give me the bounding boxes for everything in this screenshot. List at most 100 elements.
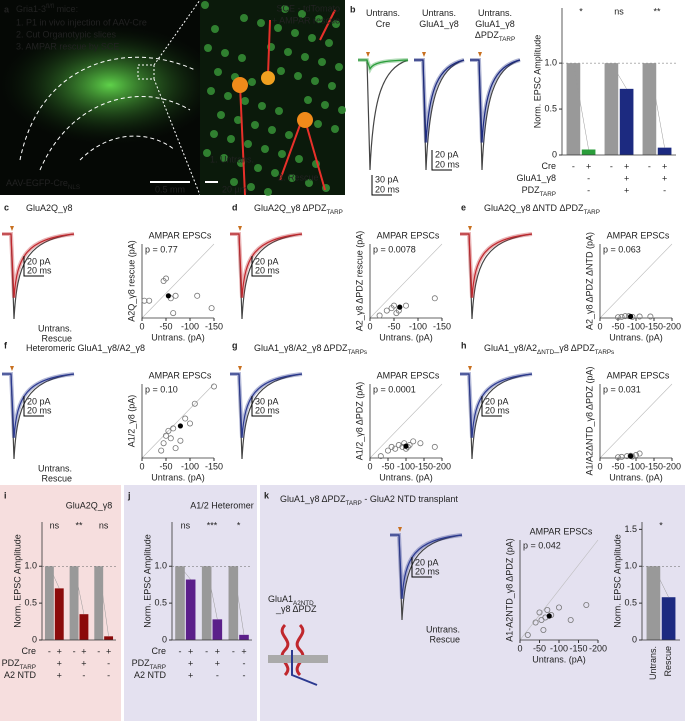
- text-part: TARPs: [595, 349, 614, 356]
- row-label: PDZTARP: [522, 185, 556, 198]
- label: 3. AMPAR rescue by SCE: [16, 41, 119, 51]
- x-axis-label: Untrans. (pA): [379, 472, 433, 482]
- significance: *: [579, 6, 583, 16]
- scale-bar: [481, 396, 502, 417]
- panel-letter: j: [127, 490, 131, 500]
- mean-point: [628, 453, 634, 459]
- panel-letter: a: [4, 4, 10, 14]
- mean-point: [546, 613, 552, 619]
- x-tick-label: -50: [533, 643, 546, 653]
- panel-letter: b: [350, 4, 356, 14]
- label: 20 ms: [435, 159, 460, 169]
- arrowhead: [398, 527, 402, 532]
- label: Untrans.: [426, 624, 460, 634]
- y-axis-label: A1/2_γ8 ΔPDZ (pA): [354, 382, 364, 461]
- x-tick-label: -150: [433, 321, 451, 331]
- trace-color: [230, 373, 303, 438]
- x-tick-label: -100: [627, 321, 645, 331]
- label: Rescue: [429, 634, 460, 644]
- point: [194, 292, 201, 299]
- cell: [230, 178, 238, 186]
- label: AMPAR EPSCs: [377, 230, 440, 240]
- scale-bar: [371, 175, 392, 196]
- text-part: fl/fl: [46, 3, 54, 10]
- text-part: A2NTD: [293, 600, 314, 607]
- point: [647, 313, 654, 320]
- text-part: GluA1: [268, 594, 293, 604]
- label: Untrans.: [38, 323, 72, 333]
- cell: [325, 39, 333, 47]
- text-part: GluA1_γ8 ΔPDZ: [280, 494, 346, 504]
- panel-letter: g: [232, 340, 238, 350]
- trace-color-band: [358, 58, 409, 74]
- row-sign: +: [81, 658, 86, 668]
- x-axis-label: Untrans. (pA): [151, 472, 205, 482]
- significance: *: [659, 520, 663, 530]
- row-sign: +: [188, 658, 193, 668]
- rescue-bar: [581, 149, 596, 155]
- panel-title: GluA1_γ8 ΔPDZTARP - GluA2 NTD transplant: [280, 494, 458, 507]
- text-part: Cre: [376, 19, 391, 29]
- point: [167, 435, 174, 442]
- y-axis-label: A2Q_γ8 rescue (pA): [126, 240, 136, 322]
- point: [524, 632, 531, 639]
- panel-title: GluA2Q_γ8 ΔNTD ΔPDZTARP: [484, 203, 600, 216]
- row-sign: -: [587, 185, 590, 195]
- panel-title: GluA1_γ8/A2_γ8 ΔPDZTARPs: [254, 343, 367, 356]
- trace-color-band: [470, 58, 521, 143]
- x-tick-label: 0: [139, 321, 144, 331]
- point: [376, 312, 383, 319]
- x-tick-label: -150: [645, 321, 663, 331]
- text-part: Cre: [151, 646, 166, 656]
- mean-point: [397, 304, 403, 310]
- cell: [238, 54, 246, 62]
- point: [210, 383, 217, 390]
- rescue-bar: [185, 579, 196, 640]
- arrowhead: [478, 52, 482, 57]
- rescue-bar: [104, 636, 114, 640]
- identity-line: [369, 383, 443, 459]
- point: [402, 302, 409, 309]
- trace-color: [414, 59, 465, 143]
- point: [633, 452, 640, 459]
- outline: [19, 56, 196, 171]
- control-bar: [175, 566, 185, 640]
- text-part: GluA2Q_γ8 ΔPDZ: [254, 203, 327, 213]
- text-part: NLS: [68, 184, 80, 191]
- point: [532, 619, 539, 626]
- row-sign: +: [624, 173, 629, 183]
- pair-line: [649, 63, 665, 148]
- label: p = 0.10: [145, 384, 178, 394]
- label: AMPAR EPSCs: [377, 370, 440, 380]
- label: Rescue: [41, 333, 72, 343]
- label: 20 ms: [415, 566, 440, 576]
- label: Untrans.: [422, 8, 456, 18]
- neurons: [239, 9, 336, 196]
- label: GluA1A2NTD: [268, 594, 314, 607]
- y-tick-label: 0: [632, 634, 637, 644]
- cell: [257, 19, 265, 27]
- trace-color: [2, 373, 75, 438]
- membrane: [268, 655, 328, 663]
- cell: [214, 68, 222, 76]
- point: [636, 450, 643, 457]
- text-part: Untrans.: [422, 8, 456, 18]
- x-tick-label: 0: [597, 321, 602, 331]
- trace-color: [230, 233, 303, 298]
- identity-line: [599, 383, 673, 459]
- significance: ns: [99, 520, 109, 530]
- cell: [281, 5, 289, 13]
- row-label: A2 NTD: [134, 670, 167, 680]
- cell: [277, 67, 285, 75]
- cell: [221, 49, 229, 57]
- point: [544, 607, 551, 614]
- label: 20 ms: [255, 265, 280, 275]
- panel-title: GluA1_γ8/A2ΔNTD_γ8 ΔPDZTARPs: [484, 343, 614, 356]
- rescue-bar: [619, 88, 634, 155]
- row-sign: +: [188, 646, 193, 656]
- y-axis-label: A2_γ8 ΔPDZ ΔNTD (pA): [584, 232, 594, 330]
- label: 30 pA: [375, 174, 399, 184]
- point: [208, 305, 215, 312]
- control-bar: [642, 63, 657, 155]
- cell: [268, 126, 276, 134]
